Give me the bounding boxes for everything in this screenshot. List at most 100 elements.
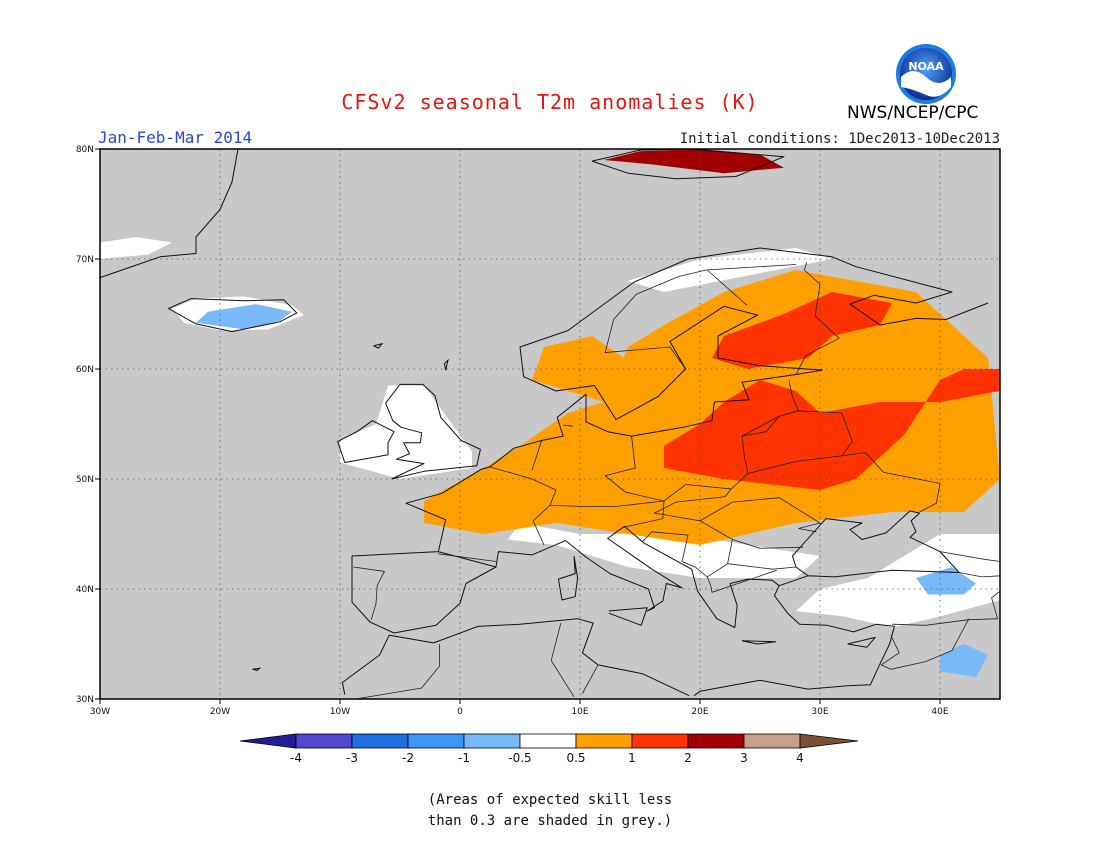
coastline-3 <box>631 369 823 437</box>
border-13 <box>795 262 840 375</box>
lat-tick-label-0: 30N <box>76 695 94 705</box>
coastline-5 <box>495 510 960 628</box>
border-9 <box>727 563 797 570</box>
coastline-12 <box>608 607 648 626</box>
colorbar-segment-6 <box>631 733 689 749</box>
lat-tick-label-3: 60N <box>76 365 94 375</box>
anomaly-region-6 <box>916 567 976 595</box>
coastline-4 <box>519 247 989 421</box>
map-title: CFSv2 seasonal T2m anomalies (K) <box>341 90 759 114</box>
skill-note: (Areas of expected skill less than 0.3 a… <box>0 790 1100 832</box>
coastline-14 <box>847 636 876 648</box>
island-2 <box>252 667 262 671</box>
logo-text: NOAA <box>908 60 944 73</box>
coastline-6 <box>693 585 895 697</box>
colorbar-low-end <box>239 733 297 749</box>
border-17 <box>880 618 970 670</box>
border-0 <box>438 553 497 562</box>
lat-tick-label-2: 50N <box>76 475 94 485</box>
border-10 <box>706 569 777 593</box>
noaa-logo-icon: NOAA <box>896 44 956 104</box>
coastline-15 <box>591 149 785 180</box>
border-8 <box>642 531 733 578</box>
colorbar-segment-1 <box>351 733 409 749</box>
border-4 <box>549 500 665 528</box>
lon-tick-label-5: 20E <box>691 707 708 717</box>
country-borders <box>353 262 1000 699</box>
border-11 <box>747 452 941 513</box>
colorbar-segment-4 <box>519 733 577 749</box>
colorbar-label-7: 2 <box>684 751 692 765</box>
colorbar-label-6: 1 <box>628 751 636 765</box>
border-7 <box>699 520 804 549</box>
anomaly-region-7 <box>940 644 988 677</box>
lon-tick-label-1: 20W <box>210 707 230 717</box>
colorbar-segment-2 <box>407 733 465 749</box>
coastline-1 <box>405 466 491 552</box>
neutral-region-5 <box>796 534 1000 628</box>
colorbar-label-2: -2 <box>402 751 414 765</box>
coastline-9 <box>337 420 395 463</box>
anomaly-region-5 <box>196 304 292 330</box>
border-12 <box>741 410 853 457</box>
border-21 <box>355 644 441 699</box>
colorbar-segment-7 <box>687 733 745 749</box>
longitude-ticks: 30W 20W 10W 0 10E 20E 30E 40E <box>90 699 949 717</box>
lon-tick-label-3: 0 <box>457 707 463 717</box>
colorbar-label-0: -4 <box>290 751 302 765</box>
lat-tick-label-1: 40N <box>76 585 94 595</box>
border-23 <box>582 664 599 694</box>
neutral-region-4 <box>100 237 172 259</box>
colorbar-label-9: 4 <box>796 751 804 765</box>
neutral-region-0 <box>340 385 472 479</box>
border-2 <box>531 440 542 471</box>
forecast-period: Jan-Feb-Mar 2014 <box>98 128 253 147</box>
lon-tick-label-4: 10E <box>571 707 588 717</box>
border-22 <box>550 623 575 698</box>
coastline-0 <box>351 551 497 634</box>
colorbar-label-8: 3 <box>740 751 748 765</box>
colorbar-label-5: 0.5 <box>566 751 585 765</box>
map-frame <box>99 148 1001 700</box>
colorbar-segment-5 <box>575 733 633 749</box>
colorbar: -4 -3 -2 -1 -0.5 0.5 1 2 3 4 <box>239 733 859 765</box>
border-18 <box>959 572 1000 578</box>
anomaly-layer <box>196 149 1000 677</box>
latitude-ticks: 30N 40N 50N 60N 70N 80N <box>76 145 100 705</box>
colorbar-high-end <box>799 733 859 749</box>
skill-note-line-1: (Areas of expected skill less <box>427 792 673 808</box>
border-6 <box>653 488 822 533</box>
lon-tick-label-2: 10W <box>330 707 350 717</box>
island-3 <box>268 716 275 720</box>
anomaly-region-3 <box>712 292 892 369</box>
coastline-8 <box>385 383 481 480</box>
map-frame-group <box>100 149 1000 720</box>
colorbar-segment-0 <box>295 733 353 749</box>
colorbar-segment-3 <box>463 733 521 749</box>
colorbar-label-4: -0.5 <box>508 751 531 765</box>
island-1 <box>443 358 449 371</box>
border-14 <box>604 264 797 370</box>
coastline-13 <box>741 640 777 645</box>
coastline-2 <box>489 393 632 468</box>
border-3 <box>563 424 573 427</box>
lon-tick-label-7: 40E <box>931 707 948 717</box>
anomaly-region-2 <box>664 369 1000 490</box>
neutral-region-3 <box>508 523 820 578</box>
border-19 <box>939 551 1000 562</box>
colorbar-segment-8 <box>743 733 801 749</box>
anomaly-region-1 <box>532 336 640 402</box>
neutral-anomaly-layer <box>100 237 1000 628</box>
neutral-region-1 <box>628 248 832 292</box>
anomaly-region-4 <box>604 149 784 174</box>
lat-tick-label-5: 80N <box>76 145 94 155</box>
coastline-16 <box>100 149 239 279</box>
lon-tick-label-6: 30E <box>811 707 828 717</box>
skill-note-line-2: than 0.3 are shaded in grey.) <box>427 813 673 829</box>
border-20 <box>353 566 386 620</box>
initial-conditions: Initial conditions: 1Dec2013-10Dec2013 <box>679 131 1000 147</box>
colorbar-label-1: -3 <box>346 751 358 765</box>
lon-tick-label-0: 30W <box>90 707 110 717</box>
agency-label: NWS/NCEP/CPC <box>847 103 979 123</box>
